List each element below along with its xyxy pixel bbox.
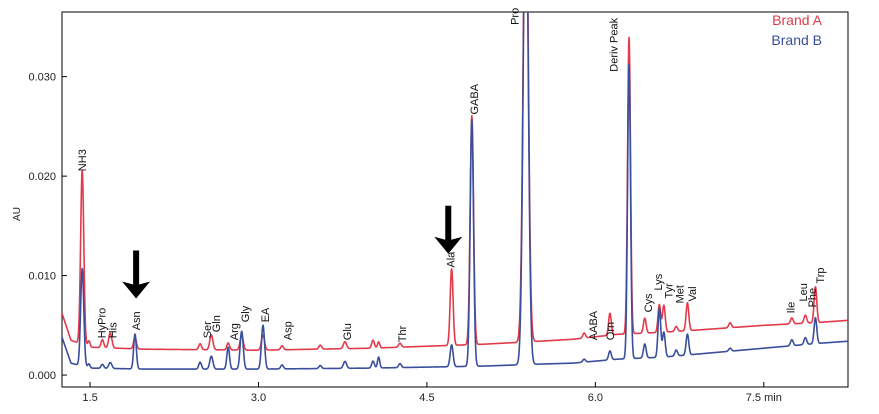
peak-label-gln: Gln [211, 315, 223, 332]
y-tick-label: 0.010 [28, 271, 56, 283]
y-tick-label: 0.000 [28, 370, 56, 382]
peak-label-deriv-peak: Deriv Peak [608, 17, 620, 71]
x-tick-label: 4.5 [419, 392, 434, 404]
y-tick-label: 0.020 [28, 171, 56, 183]
down-arrow-icon [434, 205, 463, 254]
peak-label-ser: Ser [202, 321, 214, 338]
peak-label-pro: Pro [510, 8, 522, 25]
peak-label-ala: Ala [446, 251, 458, 268]
legend: Brand A Brand B [771, 12, 822, 48]
legend-label-brand-a: Brand A [772, 12, 822, 28]
peak-label-asn: Asn [131, 311, 143, 330]
x-tick-label: 6.0 [588, 392, 603, 404]
peak-label-arg: Arg [229, 323, 241, 340]
x-tick-label: 3.0 [251, 392, 266, 404]
peak-label-aaba: AABA [588, 310, 600, 340]
peak-label-nh3: NH3 [77, 149, 89, 171]
annotation-arrows [122, 205, 463, 299]
peak-label-tyr: Tyr [663, 283, 675, 299]
y-axis-title: AU [12, 207, 23, 221]
peak-label-his: His [108, 322, 120, 338]
axis-ticks: 0.000 0.010 0.020 0.030 1.5 3.0 4.5 6.0 7.5 min [28, 72, 781, 404]
peak-label-hypro: HyPro [96, 308, 108, 339]
series-line-brand-a [62, 12, 848, 351]
peak-label-lys: Lys [653, 273, 665, 290]
series-group [62, 12, 848, 370]
peak-label-orn: Orn [605, 322, 617, 340]
peak-label-val: Val [687, 286, 699, 301]
down-arrow-icon [122, 250, 151, 299]
peak-label-gaba: GABA [469, 83, 481, 114]
peak-label-ile: Ile [786, 302, 798, 314]
peak-label-leu: Leu [798, 283, 810, 301]
peak-label-ea: EA [260, 307, 272, 322]
series-line-brand-b [62, 12, 848, 370]
x-tick-label: 7.5 min [746, 392, 782, 404]
peak-label-asp: Asp [283, 321, 295, 340]
plot-area [61, 11, 849, 388]
peak-label-cys: Cys [643, 293, 655, 312]
peak-label-met: Met [675, 285, 687, 303]
y-tick-label: 0.030 [28, 72, 56, 84]
legend-label-brand-b: Brand B [771, 32, 822, 48]
peak-label-glu: Glu [342, 323, 354, 340]
peak-label-thr: Thr [397, 325, 409, 342]
x-tick-label: 1.5 [82, 392, 97, 404]
peak-label-gly: Gly [240, 305, 252, 322]
peak-label-phe: Phe [807, 288, 819, 308]
peak-label-trp: Trp [815, 268, 827, 284]
